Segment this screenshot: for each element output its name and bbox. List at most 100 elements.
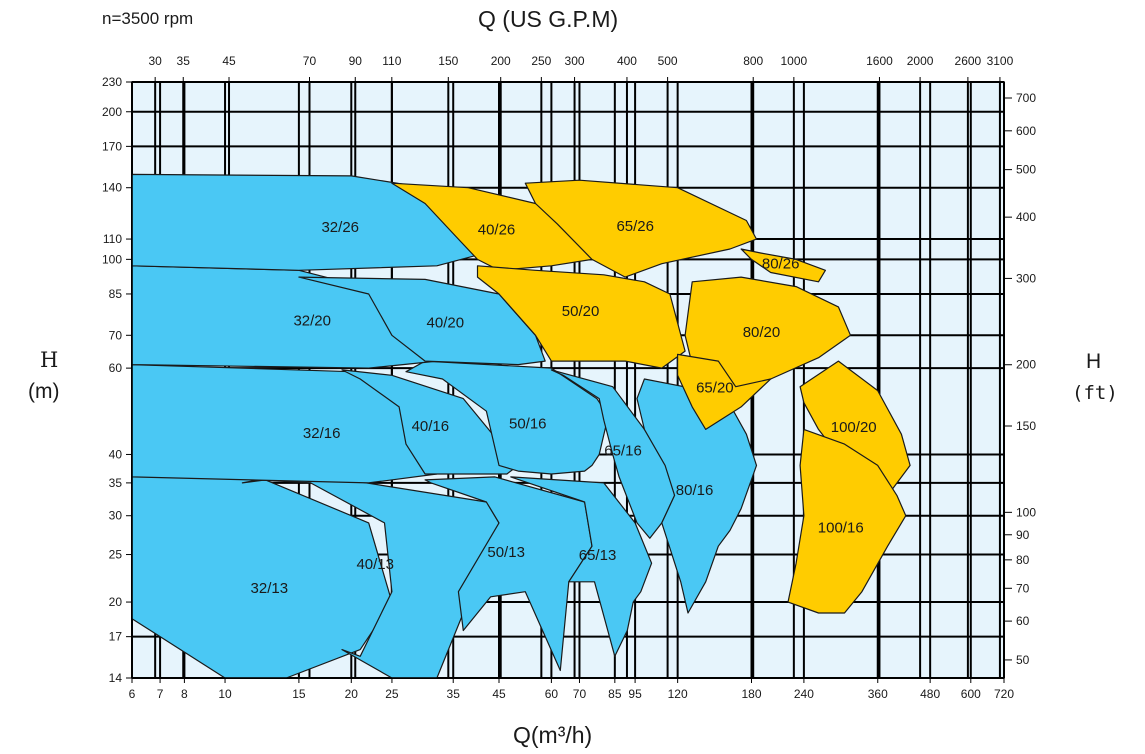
x-tick-label: 35 [447, 687, 461, 701]
pump-regions [131, 173, 911, 679]
left-axis-unit: (m) [28, 380, 60, 403]
x-tick-label: 120 [668, 687, 688, 701]
y-tick-label: 40 [109, 447, 123, 461]
region-40-16 [341, 369, 519, 475]
x-tick-label: 15 [292, 687, 306, 701]
y-tick-label: 140 [102, 181, 122, 195]
x-tick-label: 8 [181, 687, 188, 701]
x-tick-label: 70 [573, 687, 587, 701]
region-label-80-26: 80/26 [762, 256, 800, 273]
y-right-tick-label: 700 [1016, 91, 1036, 105]
region-label-100-16: 100/16 [818, 520, 864, 537]
x-top-tick-label: 110 [382, 54, 401, 68]
right-axis-unit: (ft) [1072, 382, 1118, 404]
region-label-40-16: 40/16 [412, 418, 450, 435]
region-label-65-13: 65/13 [579, 547, 617, 564]
x-top-tick-label: 35 [177, 54, 191, 68]
axes: 6 7 8 10 15 20 25 35 45 60 70 85 95 120 180 240 360 480 60… [102, 54, 1036, 701]
speed-label: n=3500 rpm [102, 9, 194, 28]
x-tick-label: 85 [608, 687, 622, 701]
region-80-16 [636, 378, 758, 614]
y-tick-label: 35 [109, 476, 123, 490]
region-label-50-13: 50/13 [487, 544, 525, 561]
y-right-tick-label: 60 [1016, 614, 1030, 628]
x-top-tick-label: 2600 [955, 54, 982, 68]
y-tick-label: 14 [109, 671, 123, 685]
x-top-tick-label: 45 [222, 54, 236, 68]
region-label-80-16: 80/16 [676, 482, 714, 499]
y-tick-label: 20 [109, 595, 123, 609]
region-label-65-20: 65/20 [696, 379, 734, 396]
x-tick-label: 60 [545, 687, 559, 701]
x-tick-label: 600 [961, 687, 981, 701]
region-80-20 [684, 276, 852, 396]
y-tick-label: 200 [102, 105, 122, 119]
left-axis-name: H [40, 348, 59, 372]
x-tick-label: 6 [129, 687, 136, 701]
region-65-13 [510, 476, 653, 657]
region-label-50-20: 50/20 [562, 303, 600, 320]
region-label-32-13: 32/13 [251, 580, 289, 597]
region-label-40-26: 40/26 [478, 222, 516, 239]
y-right-tick-label: 50 [1016, 653, 1030, 667]
x-tick-label: 20 [345, 687, 359, 701]
x-tick-label: 95 [628, 687, 642, 701]
x-tick-label: 240 [794, 687, 814, 701]
y-tick-label: 17 [109, 630, 123, 644]
region-label-65-26: 65/26 [616, 218, 654, 235]
plot-frame [131, 81, 1005, 679]
y-right-tick-label: 400 [1016, 210, 1036, 224]
y-tick-label: 30 [109, 509, 123, 523]
region-label-32-20: 32/20 [293, 313, 331, 330]
x-top-tick-label: 2000 [907, 54, 934, 68]
y-tick-label: 110 [103, 232, 122, 246]
x-tick-label: 360 [868, 687, 888, 701]
x-tick-label: 180 [741, 687, 761, 701]
region-label-65-16: 65/16 [604, 442, 642, 459]
region-label-40-13: 40/13 [356, 556, 394, 573]
y-right-tick-label: 150 [1016, 419, 1036, 433]
y-tick-label: 25 [109, 548, 123, 562]
y-right-tick-label: 80 [1016, 553, 1030, 567]
region-65-26 [524, 179, 758, 278]
y-tick-label: 70 [109, 328, 123, 342]
bottom-axis-title: Q(m³/h) [513, 722, 593, 748]
y-tick-label: 60 [109, 361, 123, 375]
x-top-tick-label: 250 [531, 54, 551, 68]
x-tick-label: 25 [385, 687, 399, 701]
region-32-13 [131, 476, 393, 679]
y-tick-label: 85 [109, 287, 123, 301]
x-top-tick-label: 1600 [866, 54, 893, 68]
x-top-tick-label: 500 [658, 54, 678, 68]
region-80-26 [740, 248, 827, 283]
region-100-20 [799, 360, 911, 503]
region-label-32-16: 32/16 [303, 425, 341, 442]
x-tick-label: 10 [218, 687, 232, 701]
x-top-tick-label: 400 [617, 54, 637, 68]
region-50-20 [476, 265, 686, 369]
x-tick-label: 480 [920, 687, 940, 701]
pump-labels: 32/13 40/13 50/13 65/13 32/16 40/16 50/16 65/16… [251, 218, 877, 597]
region-40-26 [391, 182, 593, 271]
x-tick-label: 720 [994, 687, 1014, 701]
x-tick-label: 45 [492, 687, 506, 701]
y-tick-label: 230 [102, 75, 122, 89]
region-label-80-20: 80/20 [743, 324, 781, 341]
y-right-tick-label: 90 [1016, 528, 1030, 542]
y-tick-label: 100 [102, 252, 122, 266]
region-100-16 [787, 428, 907, 614]
x-top-tick-label: 200 [491, 54, 511, 68]
region-40-20 [298, 276, 546, 366]
x-top-tick-label: 300 [565, 54, 585, 68]
x-top-tick-label: 30 [148, 54, 162, 68]
region-label-32-26: 32/26 [321, 219, 359, 236]
y-right-tick-label: 70 [1016, 581, 1030, 595]
y-right-tick-label: 500 [1016, 163, 1036, 177]
x-top-tick-label: 150 [438, 54, 458, 68]
x-top-tick-label: 800 [743, 54, 763, 68]
top-axis-title: Q (US G.P.M) [478, 6, 619, 32]
y-right-tick-label: 300 [1016, 271, 1036, 285]
region-label-100-20: 100/20 [831, 419, 877, 436]
region-50-16 [405, 360, 609, 475]
